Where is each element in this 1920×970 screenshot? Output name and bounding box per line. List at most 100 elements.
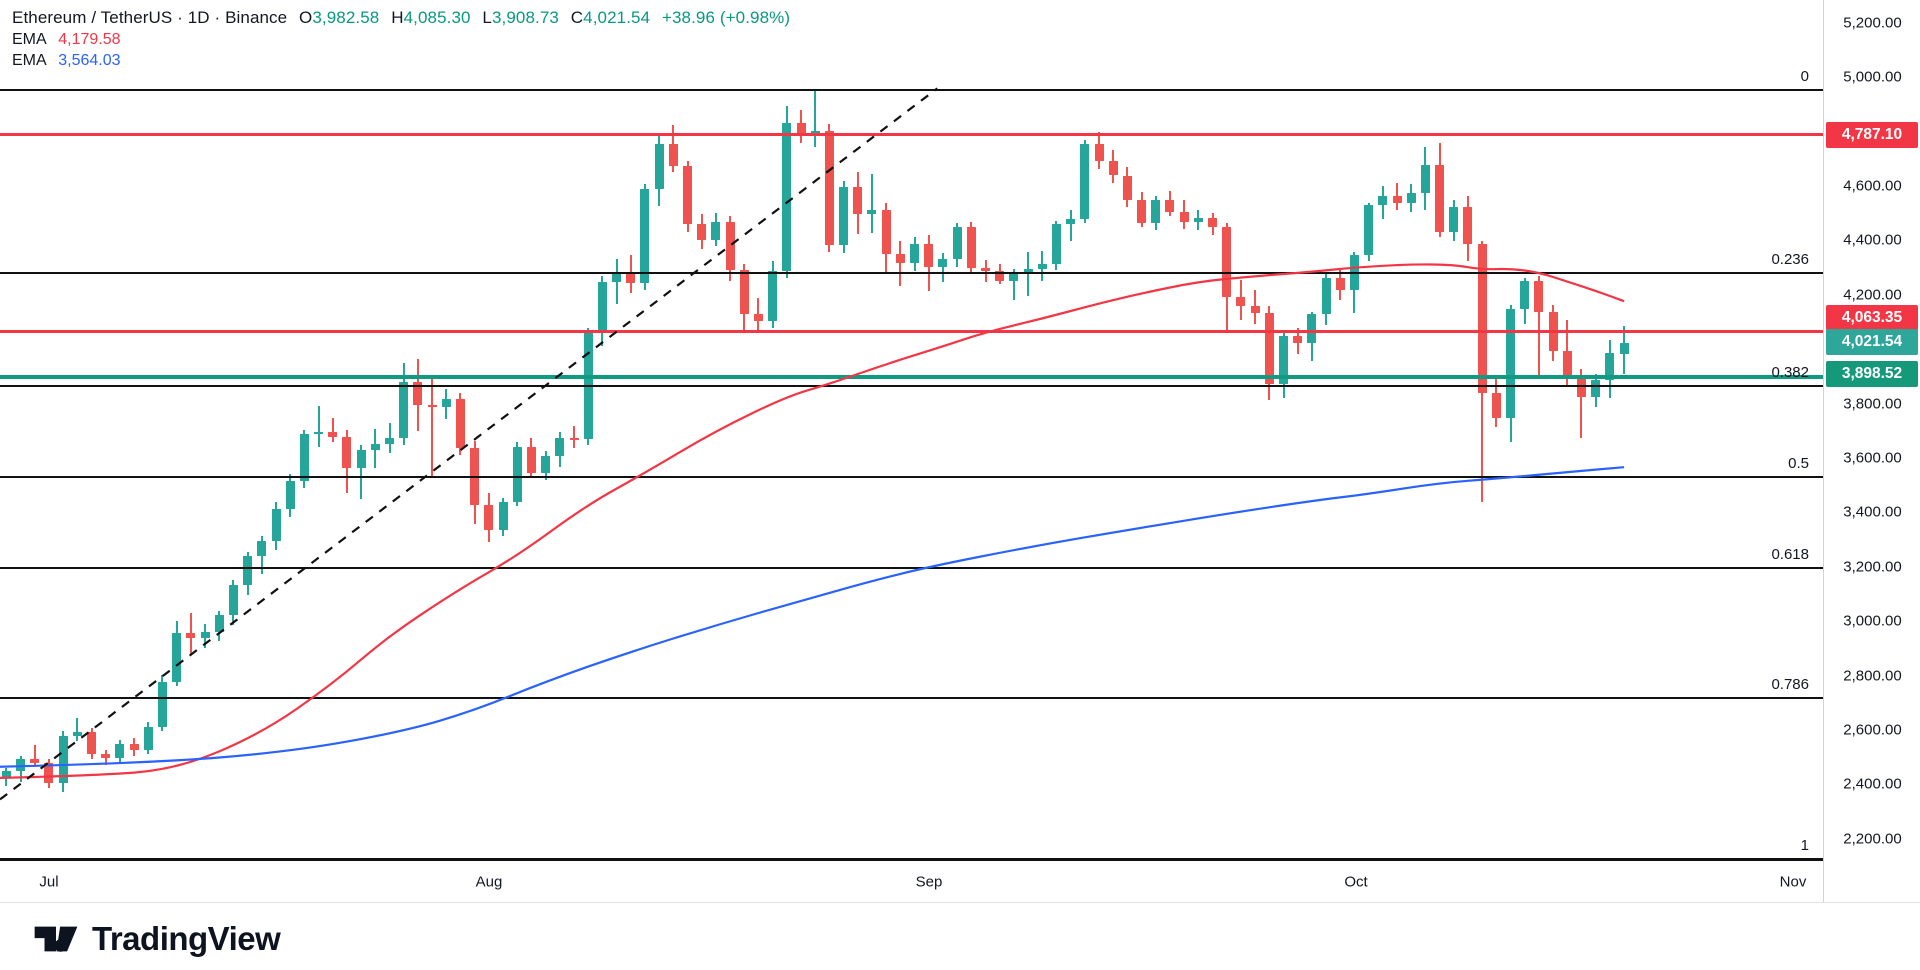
price-tick-2600: 2,600.00 bbox=[1843, 721, 1902, 739]
fib-line-0.786 bbox=[0, 696, 1823, 699]
price-axis[interactable]: 5,200.00 5,000.00 4,600.00 4,400.00 4,200.00… bbox=[1823, 0, 1920, 902]
fib-label-0.618: 0.618 bbox=[1771, 546, 1809, 564]
high-value: 4,085.30 bbox=[403, 8, 471, 27]
candle-body bbox=[640, 189, 650, 284]
candle-body bbox=[569, 438, 579, 440]
candle-body bbox=[370, 443, 380, 451]
candle-wick bbox=[331, 417, 334, 443]
time-label-Jul[interactable]: Jul bbox=[39, 873, 59, 890]
ema-slow-line bbox=[0, 466, 1625, 768]
candle-wick bbox=[899, 240, 902, 286]
candle-body bbox=[328, 432, 338, 437]
candle-body bbox=[1080, 143, 1090, 220]
candle-body bbox=[668, 144, 678, 167]
price-tick-5200: 5,200.00 bbox=[1843, 14, 1902, 32]
ema-fast-legend-row[interactable]: EMA 4,179.58 bbox=[12, 31, 790, 49]
candle-body bbox=[839, 186, 849, 246]
price-tick-4400: 4,400.00 bbox=[1843, 231, 1902, 249]
candle-wick bbox=[1069, 209, 1072, 241]
candle-body bbox=[1534, 280, 1544, 312]
fib-label-0.382: 0.382 bbox=[1771, 364, 1809, 382]
candle-body bbox=[725, 221, 735, 270]
candle-body bbox=[385, 437, 395, 444]
candle-body bbox=[143, 726, 153, 750]
candle-body bbox=[1066, 219, 1076, 225]
price-badge-389852: 3,898.52 bbox=[1826, 361, 1918, 387]
candle-body bbox=[895, 254, 905, 263]
chart-pane[interactable]: 0 0.236 0.382 0.5 0.618 0.786 1 bbox=[0, 0, 1823, 861]
candle-wick bbox=[317, 405, 320, 448]
candle-body bbox=[697, 224, 707, 240]
price-tick-3200: 3,200.00 bbox=[1843, 558, 1902, 576]
candle-body bbox=[910, 243, 920, 263]
candle-body bbox=[30, 759, 40, 764]
candle-body bbox=[1506, 308, 1516, 418]
candle-body bbox=[1137, 199, 1147, 224]
candle-body bbox=[612, 272, 622, 283]
price-tick-3000: 3,000.00 bbox=[1843, 612, 1902, 630]
time-label-Sep[interactable]: Sep bbox=[915, 873, 943, 890]
candle-body bbox=[881, 209, 891, 255]
price-badge-478710: 4,787.10 bbox=[1826, 122, 1918, 148]
price-tick-4600: 4,600.00 bbox=[1843, 177, 1902, 195]
candle-body bbox=[1449, 207, 1459, 232]
high-label: H bbox=[391, 8, 404, 27]
candle-body bbox=[44, 763, 54, 784]
candle-body bbox=[938, 258, 948, 267]
fib-line-0.382 bbox=[0, 385, 1823, 388]
ema-fast-label: EMA bbox=[12, 31, 46, 48]
tradingview-logo[interactable]: TradingView bbox=[33, 916, 281, 962]
time-label-Nov[interactable]: Nov bbox=[1779, 873, 1807, 890]
candle-body bbox=[314, 432, 324, 434]
fib-label-0.786: 0.786 bbox=[1771, 675, 1809, 693]
candle-body bbox=[924, 243, 934, 267]
price-tick-2400: 2,400.00 bbox=[1843, 775, 1902, 793]
candle-body bbox=[299, 433, 309, 482]
candle-body bbox=[1122, 175, 1132, 200]
candle-body bbox=[711, 221, 721, 240]
footer-area: TradingView bbox=[0, 902, 1920, 970]
candle-body bbox=[1591, 380, 1601, 397]
ema-trendline-overlay bbox=[0, 87, 1625, 801]
candle-body bbox=[1520, 280, 1530, 309]
candle-body bbox=[1, 771, 11, 777]
candle-body bbox=[228, 585, 238, 616]
candle-body bbox=[626, 272, 636, 284]
candle-body bbox=[1335, 277, 1345, 290]
time-label-Aug[interactable]: Aug bbox=[475, 873, 503, 890]
candle-body bbox=[101, 753, 111, 759]
candle-body bbox=[1491, 393, 1501, 418]
price-tick-2200: 2,200.00 bbox=[1843, 830, 1902, 848]
candle-wick bbox=[984, 259, 987, 283]
low-label: L bbox=[482, 8, 492, 27]
price-tick-4200: 4,200.00 bbox=[1843, 286, 1902, 304]
candle-body bbox=[356, 450, 366, 469]
candle-wick bbox=[573, 425, 575, 449]
candle-body bbox=[1420, 165, 1430, 194]
time-axis[interactable]: Jul Aug Sep Oct Nov bbox=[0, 861, 1920, 903]
candle-wick bbox=[941, 253, 944, 282]
candle-wick bbox=[33, 745, 36, 767]
ema-slow-value: 3,564.03 bbox=[58, 52, 121, 69]
fib-label-0.5: 0.5 bbox=[1788, 454, 1809, 472]
candle-body bbox=[129, 744, 139, 750]
fib-label-1: 1 bbox=[1800, 837, 1809, 854]
price-level-line-1 bbox=[0, 330, 1823, 334]
candle-body bbox=[1165, 199, 1175, 212]
candle-body bbox=[342, 436, 352, 469]
time-label-Oct[interactable]: Oct bbox=[1344, 873, 1368, 890]
price-level-line-2 bbox=[0, 374, 1823, 379]
candle-wick bbox=[1396, 182, 1399, 210]
candle-body bbox=[186, 633, 196, 638]
candle-body bbox=[1307, 314, 1317, 344]
candle-body bbox=[16, 759, 26, 772]
candle-body bbox=[1250, 306, 1260, 314]
candle-body bbox=[1264, 313, 1274, 384]
low-value: 3,908.73 bbox=[491, 8, 559, 27]
ema-slow-legend-row[interactable]: EMA 3,564.03 bbox=[12, 52, 790, 70]
symbol-legend-row[interactable]: Ethereum / TetherUS · 1D · Binance O3,98… bbox=[12, 8, 790, 28]
price-tick-2800: 2,800.00 bbox=[1843, 667, 1902, 685]
fib-label-0: 0 bbox=[1800, 67, 1809, 85]
candle-body bbox=[512, 446, 522, 502]
price-tick-3800: 3,800.00 bbox=[1843, 395, 1902, 413]
